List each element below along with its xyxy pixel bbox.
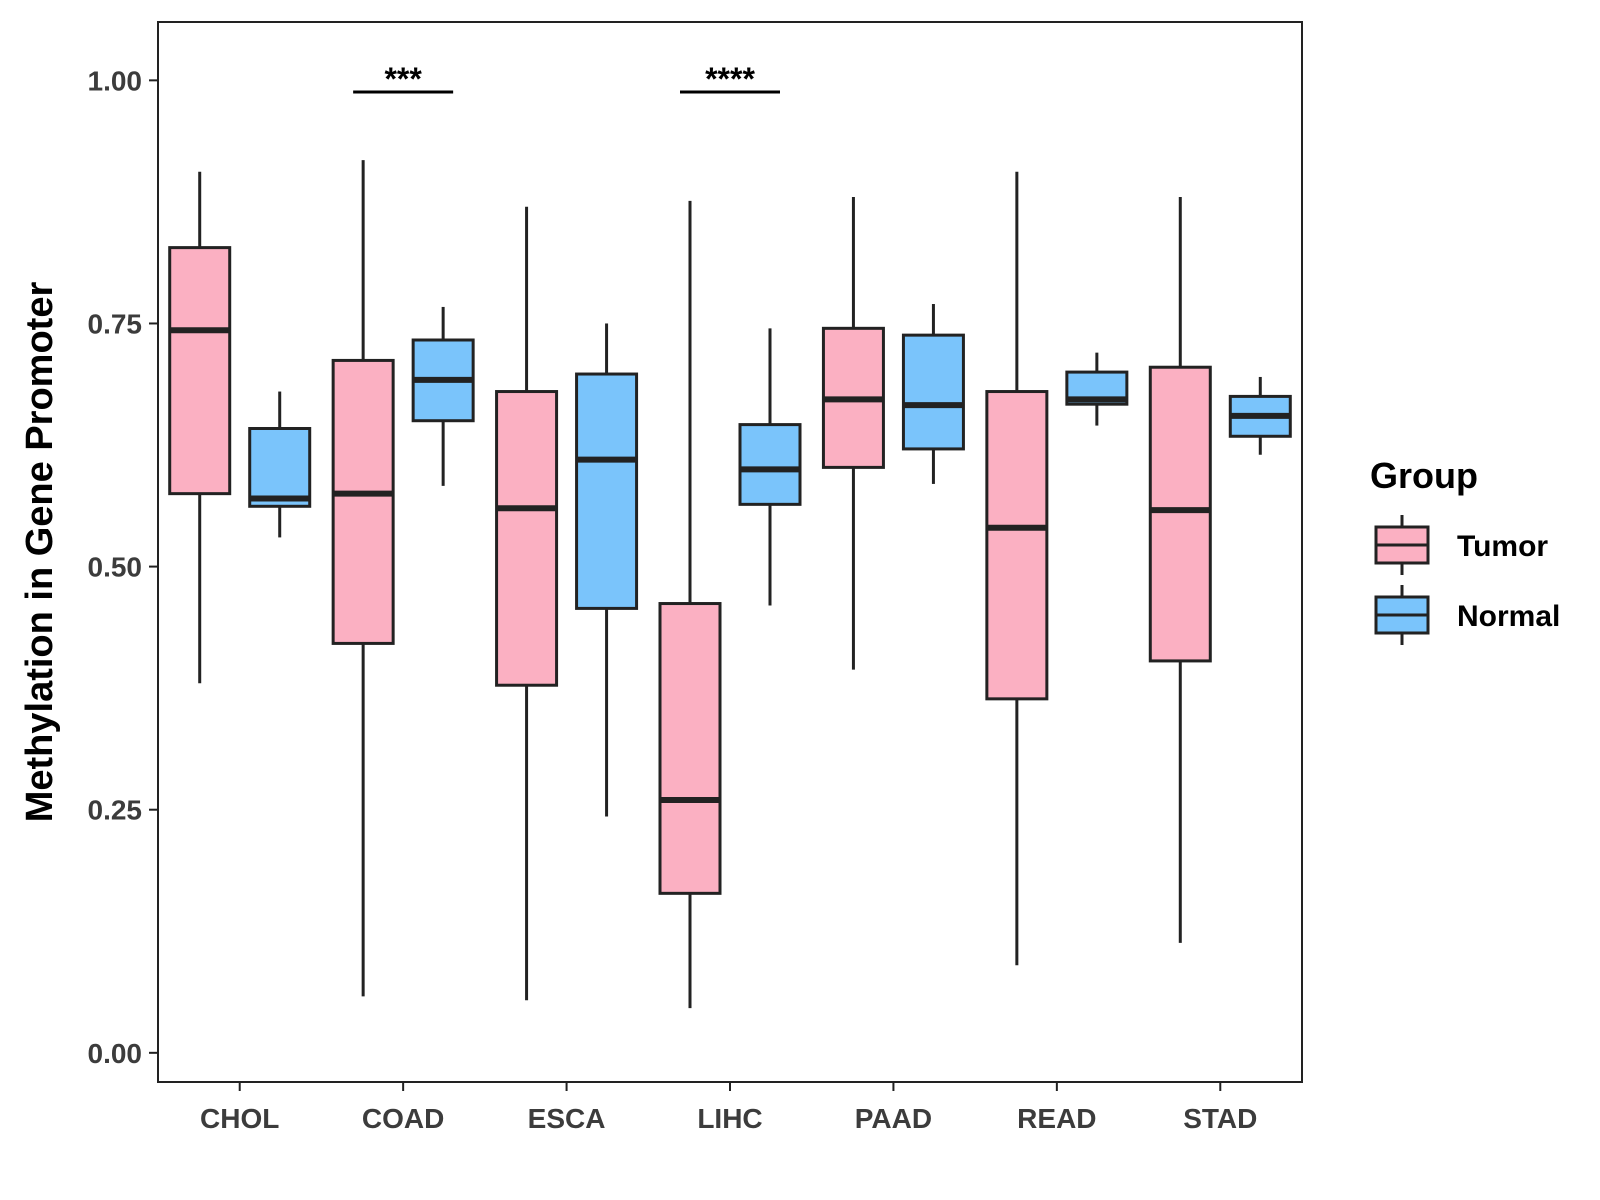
box-iqr [901,333,965,451]
box-iqr [575,372,639,610]
box-normal-chol [248,391,312,538]
significance-label: *** [384,61,422,97]
box-iqr [985,390,1049,701]
x-tick-label: READ [1017,1103,1096,1134]
y-axis-title: Methylation in Gene Promoter [19,282,61,823]
box-normal-paad [901,304,965,484]
legend-label-normal: Normal [1457,600,1560,633]
box-normal-lihc [738,328,802,606]
x-tick-label: CHOL [200,1103,279,1134]
box-iqr [1148,365,1212,663]
box-iqr [738,423,802,506]
x-tick-label: COAD [362,1103,444,1134]
box-iqr [331,358,395,645]
x-tick-label: STAD [1183,1103,1257,1134]
box-iqr [248,426,312,508]
box-tumor-paad [821,197,885,670]
plot-panel [157,21,1303,1083]
box-normal-coad [411,306,475,486]
box-tumor-esca [495,206,559,1001]
significance-annotations: *** **** [353,61,780,97]
x-tick-label: ESCA [528,1103,606,1134]
box-tumor-read [985,171,1049,966]
box-series [168,160,1292,1009]
x-axis: CHOL COAD ESCA LIHC PAAD READ STAD [200,1082,1257,1134]
box-tumor-chol [168,171,232,684]
box-iqr [658,602,722,895]
significance-label: **** [705,61,755,97]
legend-label-tumor: Tumor [1457,530,1548,563]
y-tick-label: 0.75 [88,308,143,339]
box-tumor-coad [331,160,395,997]
box-tumor-stad [1148,197,1212,943]
x-tick-label: LIHC [697,1103,762,1134]
y-tick-label: 1.00 [88,65,143,96]
box-iqr [495,390,559,687]
box-normal-stad [1228,376,1292,455]
legend: Group Tumor Normal [1370,455,1560,645]
x-tick-label: PAAD [855,1103,932,1134]
box-normal-read [1065,352,1129,426]
y-tick-label: 0.00 [88,1038,143,1069]
legend-title: Group [1370,455,1478,496]
box-iqr [168,246,232,496]
y-tick-label: 0.50 [88,552,143,583]
box-tumor-lihc [658,200,722,1009]
box-normal-esca [575,323,639,817]
y-axis: 0.00 0.25 0.50 0.75 1.00 [88,65,158,1069]
y-tick-label: 0.25 [88,795,143,826]
